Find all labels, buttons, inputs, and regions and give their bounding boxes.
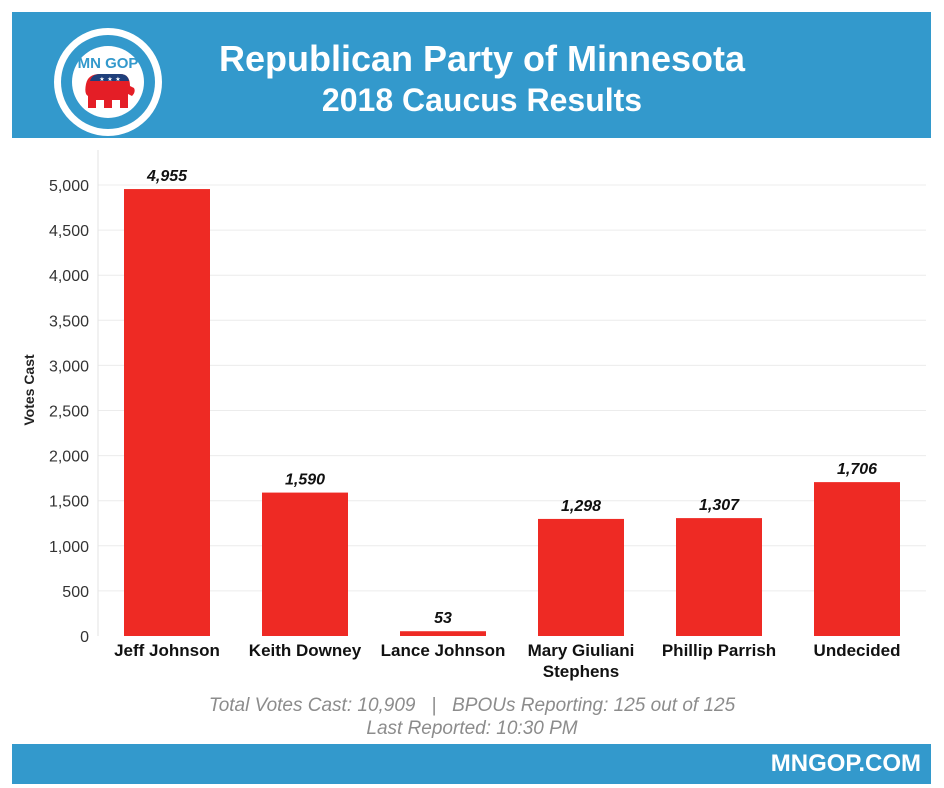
x-tick-label-line: Stephens <box>543 662 620 681</box>
y-tick-label: 3,000 <box>49 358 89 375</box>
chart-title-line2: 2018 Caucus Results <box>321 82 643 118</box>
y-tick-label: 5,000 <box>49 178 89 195</box>
chart-title-line1: Republican Party of Minnesota <box>218 38 746 79</box>
y-axis-title: Votes Cast <box>21 354 37 426</box>
bar-value-label: 1,307 <box>699 497 740 514</box>
x-tick-label: Phillip Parrish <box>662 641 776 660</box>
y-tick-label: 2,000 <box>49 449 89 466</box>
header-banner: MN GOP ★ ★ ★ Republican Party of Minneso… <box>12 12 931 138</box>
logo-main-text: MN GOP <box>78 55 139 72</box>
y-tick-label: 4,500 <box>49 223 89 240</box>
x-tick-label-line: Phillip Parrish <box>662 641 776 660</box>
y-tick-label: 0 <box>80 629 89 646</box>
bar <box>538 518 624 636</box>
y-tick-label: 2,500 <box>49 404 89 421</box>
bar-value-label: 1,706 <box>837 461 877 478</box>
bar <box>676 518 762 636</box>
bar-value-label: 53 <box>434 610 452 627</box>
x-tick-label-line: Undecided <box>814 641 901 660</box>
mngop-logo: MN GOP ★ ★ ★ <box>54 28 162 136</box>
bar <box>124 189 210 636</box>
y-tick-label: 1,000 <box>49 539 89 556</box>
svg-text:★: ★ <box>107 76 112 83</box>
svg-text:★: ★ <box>115 76 120 83</box>
x-tick-label-line: Keith Downey <box>249 641 362 660</box>
elephant-icon: ★ ★ ★ <box>85 74 135 108</box>
y-tick-label: 4,000 <box>49 268 89 285</box>
x-tick-label: Lance Johnson <box>381 641 506 660</box>
last-reported-note: Last Reported: 10:30 PM <box>366 718 578 739</box>
footer-banner: MNGOP.COM <box>12 744 931 784</box>
x-tick-label-line: Mary Giuliani <box>528 641 635 660</box>
x-tick-label: Jeff Johnson <box>114 641 220 660</box>
svg-text:★: ★ <box>99 76 104 83</box>
bar-chart: 0 500 1,000 1,500 2,000 2,500 3,000 3,500 4,000 4… <box>21 150 926 681</box>
y-tick-label: 3,500 <box>49 313 89 330</box>
bar-value-label: 1,298 <box>561 498 601 515</box>
bar <box>262 492 348 636</box>
x-tick-label: Undecided <box>814 641 901 660</box>
y-tick-label: 500 <box>62 584 89 601</box>
bar-value-label: 4,955 <box>146 168 188 185</box>
bar <box>400 631 486 636</box>
bar-value-label: 1,590 <box>285 472 325 489</box>
x-tick-label: Keith Downey <box>249 641 362 660</box>
y-tick-label: 1,500 <box>49 494 89 511</box>
x-tick-label-line: Lance Johnson <box>381 641 506 660</box>
x-tick-label-line: Jeff Johnson <box>114 641 220 660</box>
bar <box>814 482 900 636</box>
x-tick-label: Mary Giuliani Stephens <box>528 641 635 681</box>
site-link[interactable]: MNGOP.COM <box>770 750 921 777</box>
summary-note: Total Votes Cast: 10,909 | BPOUs Reporti… <box>208 695 736 716</box>
